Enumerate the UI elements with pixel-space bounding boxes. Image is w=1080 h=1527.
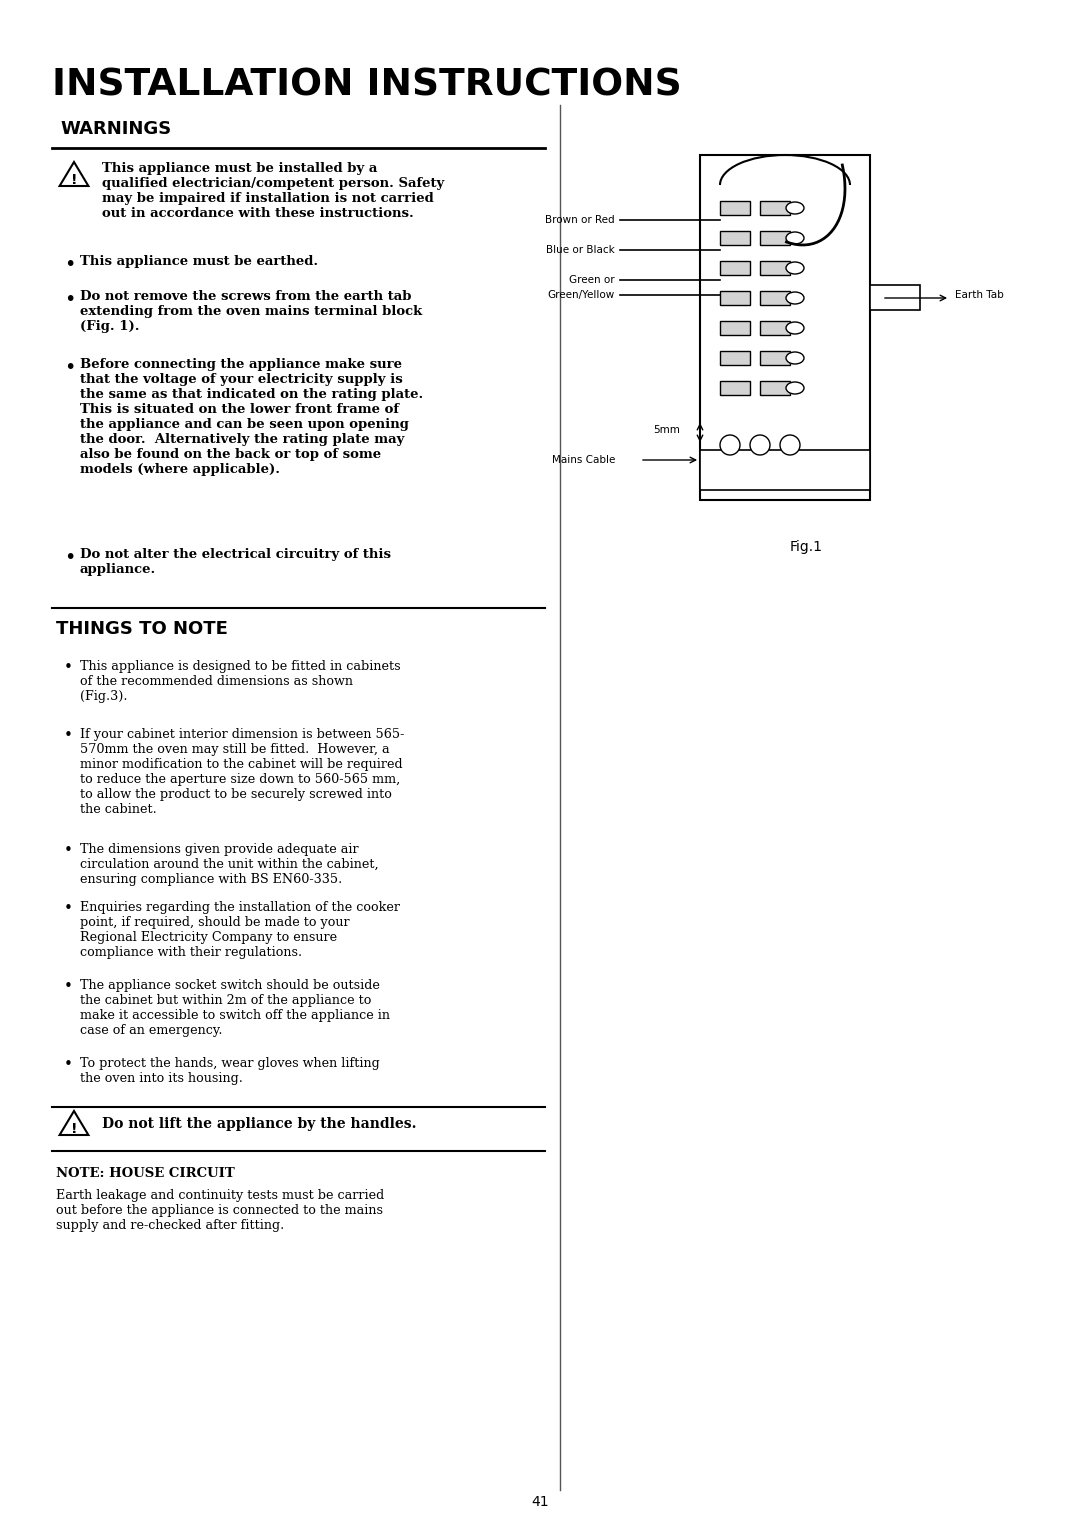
- Ellipse shape: [786, 232, 804, 244]
- Text: •: •: [64, 843, 72, 858]
- Text: This appliance must be installed by a
qualified electrician/competent person. Sa: This appliance must be installed by a qu…: [102, 162, 444, 220]
- Bar: [760, 231, 789, 244]
- Bar: [870, 286, 920, 310]
- Text: Green or: Green or: [569, 275, 615, 286]
- Text: This appliance is designed to be fitted in cabinets
of the recommended dimension: This appliance is designed to be fitted …: [80, 660, 401, 702]
- Bar: [760, 351, 789, 365]
- Bar: [760, 261, 789, 275]
- Text: INSTALLATION INSTRUCTIONS: INSTALLATION INSTRUCTIONS: [52, 69, 681, 104]
- Bar: [720, 321, 750, 334]
- Text: •: •: [64, 1057, 72, 1072]
- Text: If your cabinet interior dimension is between 565-
570mm the oven may still be f: If your cabinet interior dimension is be…: [80, 728, 404, 815]
- Text: Do not alter the electrical circuitry of this
appliance.: Do not alter the electrical circuitry of…: [80, 548, 391, 576]
- Text: •: •: [64, 548, 76, 567]
- Text: 41: 41: [531, 1495, 549, 1509]
- Bar: [760, 382, 789, 395]
- Text: To protect the hands, wear gloves when lifting
the oven into its housing.: To protect the hands, wear gloves when l…: [80, 1057, 380, 1086]
- Text: The dimensions given provide adequate air
circulation around the unit within the: The dimensions given provide adequate ai…: [80, 843, 379, 886]
- Bar: [720, 351, 750, 365]
- Text: 5mm: 5mm: [653, 425, 680, 435]
- Ellipse shape: [786, 322, 804, 334]
- Circle shape: [780, 435, 800, 455]
- Text: Do not lift the appliance by the handles.: Do not lift the appliance by the handles…: [102, 1116, 417, 1132]
- Bar: [720, 292, 750, 305]
- Text: Green/Yellow: Green/Yellow: [548, 290, 615, 299]
- Bar: [700, 156, 870, 499]
- Bar: [700, 450, 870, 490]
- Ellipse shape: [786, 353, 804, 363]
- Bar: [720, 382, 750, 395]
- Circle shape: [750, 435, 770, 455]
- Bar: [760, 202, 789, 215]
- Text: •: •: [64, 357, 76, 377]
- Text: Fig.1: Fig.1: [789, 541, 823, 554]
- Text: •: •: [64, 901, 72, 916]
- Text: NOTE: HOUSE CIRCUIT: NOTE: HOUSE CIRCUIT: [56, 1167, 234, 1180]
- Bar: [720, 231, 750, 244]
- Text: •: •: [64, 255, 76, 273]
- Text: WARNINGS: WARNINGS: [60, 121, 172, 137]
- Text: Enquiries regarding the installation of the cooker
point, if required, should be: Enquiries regarding the installation of …: [80, 901, 400, 959]
- Circle shape: [720, 435, 740, 455]
- Bar: [720, 202, 750, 215]
- Bar: [760, 292, 789, 305]
- Text: !: !: [71, 1122, 78, 1136]
- Text: Before connecting the appliance make sure
that the voltage of your electricity s: Before connecting the appliance make sur…: [80, 357, 423, 476]
- Text: Earth Tab: Earth Tab: [955, 290, 1003, 299]
- Text: Do not remove the screws from the earth tab
extending from the oven mains termin: Do not remove the screws from the earth …: [80, 290, 422, 333]
- Text: Brown or Red: Brown or Red: [545, 215, 615, 224]
- Text: This appliance must be earthed.: This appliance must be earthed.: [80, 255, 319, 269]
- Text: !: !: [71, 173, 78, 186]
- Ellipse shape: [786, 382, 804, 394]
- Text: Mains Cable: Mains Cable: [552, 455, 615, 466]
- Bar: [720, 261, 750, 275]
- Text: Blue or Black: Blue or Black: [546, 244, 615, 255]
- Bar: [760, 321, 789, 334]
- Text: •: •: [64, 660, 72, 675]
- Text: •: •: [64, 979, 72, 994]
- Ellipse shape: [786, 292, 804, 304]
- Text: •: •: [64, 728, 72, 744]
- Ellipse shape: [786, 202, 804, 214]
- Text: THINGS TO NOTE: THINGS TO NOTE: [56, 620, 228, 638]
- Text: •: •: [64, 290, 76, 308]
- Text: Earth leakage and continuity tests must be carried
out before the appliance is c: Earth leakage and continuity tests must …: [56, 1190, 384, 1232]
- Ellipse shape: [786, 263, 804, 273]
- Text: The appliance socket switch should be outside
the cabinet but within 2m of the a: The appliance socket switch should be ou…: [80, 979, 390, 1037]
